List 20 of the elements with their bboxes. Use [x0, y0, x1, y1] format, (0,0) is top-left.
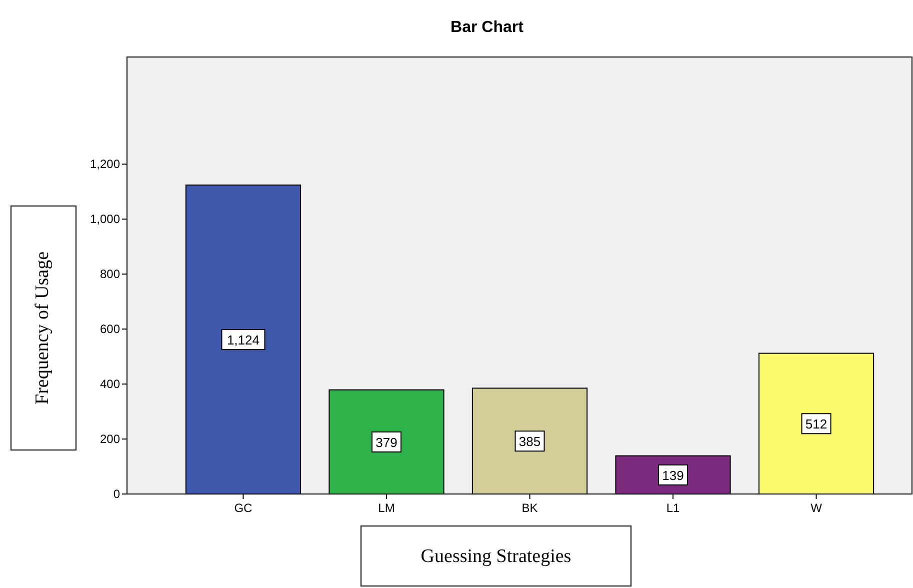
- y-tick-label: 800: [100, 267, 120, 282]
- x-tick-label: L1: [666, 501, 680, 515]
- y-tick-label: 1,000: [90, 212, 120, 226]
- y-tick-label: 400: [100, 377, 120, 392]
- data-label: 512: [805, 416, 828, 432]
- y-tick-label: 600: [100, 322, 120, 336]
- chart-title: Bar Chart: [450, 19, 524, 36]
- data-label: 379: [376, 434, 398, 450]
- y-axis-title: Frequency of Usage: [32, 251, 53, 405]
- data-label: 1,124: [226, 332, 260, 348]
- x-tick-label: BK: [522, 501, 538, 515]
- x-tick-label: W: [810, 501, 823, 515]
- data-label: 385: [518, 434, 541, 450]
- x-tick-label: LM: [378, 501, 395, 515]
- y-tick-label: 1,200: [90, 157, 120, 172]
- data-label: 139: [662, 468, 684, 483]
- y-tick-label: 200: [100, 432, 120, 446]
- x-axis-title: Guessing Strategies: [420, 546, 572, 567]
- x-tick-label: GC: [234, 501, 253, 515]
- y-tick-label: 0: [113, 487, 120, 501]
